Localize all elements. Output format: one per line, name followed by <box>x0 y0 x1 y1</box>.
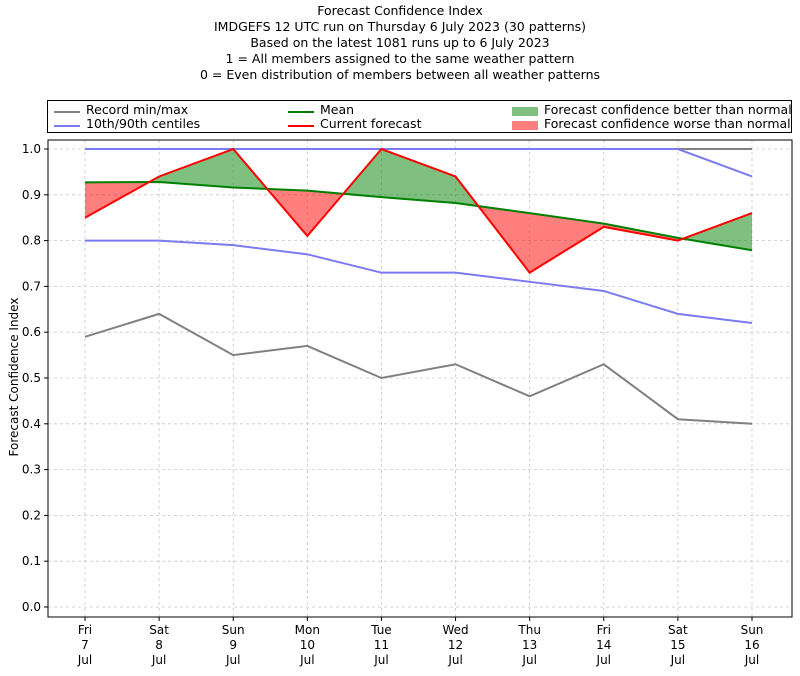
legend-label-centiles: 10th/90th centiles <box>86 116 201 131</box>
x-tick-label: Sun <box>741 623 764 637</box>
y-tick-label: 0.4 <box>22 417 41 431</box>
x-tick-label: 13 <box>522 638 537 652</box>
x-tick-label: Sun <box>222 623 245 637</box>
x-tick-label: Jul <box>225 653 240 667</box>
line-10th-centile <box>85 239 753 325</box>
legend-swatch-better <box>512 107 538 116</box>
x-tick-label: Jul <box>670 653 685 667</box>
x-tick-label: Jul <box>744 653 759 667</box>
legend-swatch-worse <box>512 121 538 130</box>
fill-worse-than-normal <box>529 213 604 273</box>
x-tick-label: Jul <box>77 653 92 667</box>
y-tick-label: 0.2 <box>22 508 41 522</box>
y-tick-label: 0.0 <box>22 600 41 614</box>
x-tick-label: 9 <box>229 638 237 652</box>
x-tick-label: 14 <box>596 638 611 652</box>
x-tick-label: Thu <box>517 623 541 637</box>
fill-better-than-normal <box>381 149 456 204</box>
x-tick-label: 10 <box>300 638 315 652</box>
legend-label-mean: Mean <box>320 102 355 117</box>
x-tick-label: 8 <box>155 638 163 652</box>
x-tick-label: 11 <box>374 638 389 652</box>
legend-label-better: Forecast confidence better than normal <box>544 102 792 117</box>
x-tick-label: 15 <box>670 638 685 652</box>
y-tick-label: 0.6 <box>22 325 41 339</box>
legend-swatch-mean <box>288 111 314 113</box>
chart-title: Forecast Confidence Index <box>317 3 483 18</box>
x-tick-label: Tue <box>370 623 392 637</box>
y-tick-label: 0.5 <box>22 371 41 385</box>
legend-label-worse: Forecast confidence worse than normal <box>544 116 791 131</box>
y-axis-ticks: 0.0 0.1 0.2 0.3 0.4 0.5 0.6 0.7 0.8 0.9 1.0 <box>22 142 48 614</box>
legend-label-record: Record min/max <box>86 102 189 117</box>
y-tick-label: 0.3 <box>22 463 41 477</box>
line-record-min <box>84 312 753 425</box>
legend-swatch-current <box>288 125 314 127</box>
x-tick-label: 7 <box>81 638 89 652</box>
y-axis-label: Forecast Confidence Index <box>7 297 21 457</box>
line-90th-centile <box>85 148 753 178</box>
line-current-forecast <box>84 147 753 274</box>
chart-subtitle-basis: Based on the latest 1081 runs up to 6 Ju… <box>250 35 550 50</box>
x-tick-label: Jul <box>596 653 611 667</box>
x-tick-label: Jul <box>151 653 166 667</box>
y-tick-label: 0.9 <box>22 188 41 202</box>
x-tick-label: Jul <box>521 653 536 667</box>
series-lines <box>84 147 753 425</box>
chart-title-block: Forecast Confidence Index IMDGEFS 12 UTC… <box>0 3 800 83</box>
legend-label-current: Current forecast <box>320 116 422 131</box>
x-axis-ticks: Fri7JulSat8JulSun9JulMon10JulTue11JulWed… <box>77 617 764 667</box>
y-tick-label: 0.7 <box>22 279 41 293</box>
grid <box>48 140 792 617</box>
chart-subtitle-run: IMDGEFS 12 UTC run on Thursday 6 July 20… <box>213 19 587 34</box>
x-tick-label: Fri <box>78 623 92 637</box>
legend-swatch-record <box>54 111 80 113</box>
x-tick-label: Fri <box>597 623 611 637</box>
x-tick-label: Wed <box>442 623 468 637</box>
x-tick-label: Jul <box>373 653 388 667</box>
chart-subtitle-scale-min: 0 = Even distribution of members between… <box>199 67 601 82</box>
y-tick-label: 0.1 <box>22 554 41 568</box>
chart-subtitle-scale-max: 1 = All members assigned to the same wea… <box>225 51 575 66</box>
x-tick-label: Jul <box>299 653 314 667</box>
line-mean <box>84 180 753 252</box>
y-tick-label: 1.0 <box>22 142 41 156</box>
x-tick-label: Sat <box>149 623 169 637</box>
fill-better-than-normal <box>159 149 234 188</box>
x-tick-label: 16 <box>744 638 759 652</box>
x-tick-label: 12 <box>448 638 463 652</box>
x-tick-label: Sat <box>668 623 688 637</box>
legend-swatch-centiles <box>54 125 80 127</box>
y-tick-label: 0.8 <box>22 234 41 248</box>
x-tick-label: Jul <box>447 653 462 667</box>
chart-legend: Record min/max 10th/90th centiles Mean C… <box>47 100 792 133</box>
plot-frame <box>47 139 793 618</box>
x-tick-label: Mon <box>295 623 320 637</box>
